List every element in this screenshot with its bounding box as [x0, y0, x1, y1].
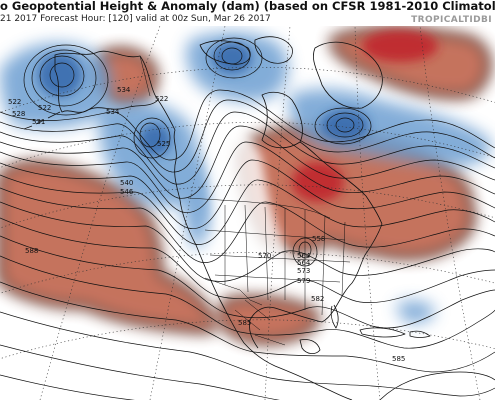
- strong-positive-anomaly-arctic: [362, 30, 438, 62]
- geopotential-height-map: 534 522 522 528 522 531 534 525 540 546 …: [0, 26, 495, 400]
- graticule: [0, 26, 495, 400]
- mexico-states: [234, 299, 286, 346]
- alaska-border: [139, 55, 151, 97]
- contour-label-585-mexico: 585: [238, 319, 251, 327]
- contour-label-585-caribbean: 585: [392, 355, 405, 363]
- contour-label-546: 546: [120, 188, 134, 196]
- contour-label-534-alaska: 534: [117, 86, 131, 94]
- hispaniola: [409, 330, 431, 338]
- anomaly-shading: [0, 29, 491, 342]
- political-borders: [139, 55, 351, 346]
- negative-anomaly-western-canada: [180, 149, 215, 250]
- canada-east-coast: [299, 141, 383, 225]
- arctic-islands-1: [199, 40, 251, 65]
- contour-label-522-pacific-a: 522: [8, 98, 21, 106]
- contour-label-564-a: 564: [297, 252, 311, 260]
- arctic-islands-2: [254, 36, 293, 64]
- contour-label-522-pacific-b: 522: [38, 104, 51, 112]
- brand-watermark: TROPICALTIDBI: [411, 15, 492, 25]
- us-mexico-border: [204, 277, 263, 306]
- map-title: o Geopotential Height & Anomaly (dam) (b…: [0, 0, 495, 13]
- strong-negative-anomaly-gulf: [139, 124, 171, 156]
- greenland-coast: [313, 41, 383, 109]
- strong-negative-anomaly-aleutian: [38, 53, 82, 97]
- coastlines: [23, 36, 431, 400]
- map-subtitle: 21 2017 Forecast Hour: [120] valid at 00…: [0, 14, 271, 24]
- state-lines-b: [204, 229, 351, 283]
- contour-label-564-b: 564: [297, 259, 311, 267]
- contour-label-540: 540: [120, 179, 133, 187]
- contour-labels: 534 522 522 528 522 531 534 525 540 546 …: [8, 86, 405, 363]
- contour-label-528-pacific: 528: [12, 110, 25, 118]
- alaska-coastline: [54, 50, 159, 113]
- contour-label-570: 570: [258, 252, 271, 260]
- contour-label-531-pacific: 531: [32, 118, 45, 126]
- contour-label-588: 588: [25, 247, 38, 255]
- cuba: [359, 327, 406, 338]
- west-coast: [157, 99, 276, 367]
- gulf-coast: [249, 306, 323, 349]
- strong-negative-anomaly-hudson: [321, 109, 369, 141]
- us-canada-border: [187, 197, 331, 219]
- yucatan: [299, 339, 321, 354]
- east-coast: [321, 223, 383, 323]
- strong-positive-anomaly-great-lakes: [292, 162, 344, 202]
- contour-label-573: 573: [297, 267, 310, 275]
- contour-label-558: 558: [312, 235, 325, 243]
- central-america: [274, 365, 353, 400]
- contour-label-522-alaska: 522: [155, 95, 168, 103]
- contour-label-534-pacific: 534: [106, 108, 120, 116]
- contour-label-525-coast: 525: [157, 140, 170, 148]
- strong-negative-anomaly-baffin: [212, 42, 252, 74]
- height-contours: [0, 37, 495, 400]
- contour-label-582: 582: [311, 295, 324, 303]
- neutral-zone-plains: [208, 126, 290, 276]
- negative-anomaly-caribbean: [395, 300, 435, 323]
- contour-label-579: 579: [297, 277, 310, 285]
